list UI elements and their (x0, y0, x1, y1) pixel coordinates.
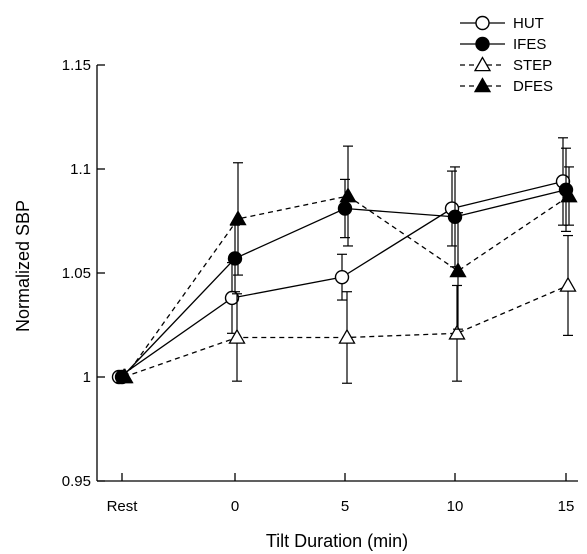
data-point-step (448, 324, 466, 340)
series-step (115, 234, 577, 384)
legend-label-hut: HUT (513, 15, 544, 32)
data-point-dfes (449, 262, 467, 278)
data-point-dfes (339, 187, 357, 203)
x-tick-label: 0 (231, 498, 239, 515)
y-tick-label: 1 (83, 369, 91, 386)
y-tick-label: 1.1 (70, 161, 91, 178)
data-point-step (338, 328, 356, 344)
data-point-ifes (337, 201, 353, 216)
x-axis-title: Tilt Duration (min) (266, 531, 408, 551)
y-tick-label: 1.05 (62, 265, 91, 282)
data-point-step (228, 328, 246, 344)
y-tick-label: 0.95 (62, 473, 91, 490)
series-layer (111, 137, 578, 385)
x-tick-label: 5 (341, 498, 349, 515)
legend-marker-ifes (475, 36, 490, 52)
series-ifes (114, 147, 574, 385)
legend-label-dfes: DFES (513, 78, 553, 95)
data-point-dfes (116, 368, 134, 384)
series-dfes (116, 145, 578, 384)
data-point-dfes (229, 210, 247, 226)
legend-label-step: STEP (513, 57, 552, 74)
legend-marker-hut (475, 15, 490, 31)
data-point-ifes (227, 251, 243, 266)
legend-marker-step (473, 56, 492, 72)
legend-marker-dfes (473, 77, 492, 93)
y-axis-title: Normalized SBP (13, 200, 33, 332)
axes: 0.95 1 1.05 1.1 1.15 Rest 0 5 10 15 (62, 57, 578, 515)
x-tick-label: 15 (558, 498, 575, 515)
x-tick-label: 10 (447, 498, 464, 515)
series-hut (111, 137, 571, 385)
data-point-step (559, 276, 577, 292)
legend-label-ifes: IFES (513, 36, 546, 53)
x-tick-label: Rest (107, 498, 139, 515)
data-point-hut (334, 269, 350, 285)
legend: HUT IFES STEP DFES (460, 15, 553, 95)
data-point-dfes (560, 187, 578, 203)
y-tick-label: 1.15 (62, 57, 91, 74)
